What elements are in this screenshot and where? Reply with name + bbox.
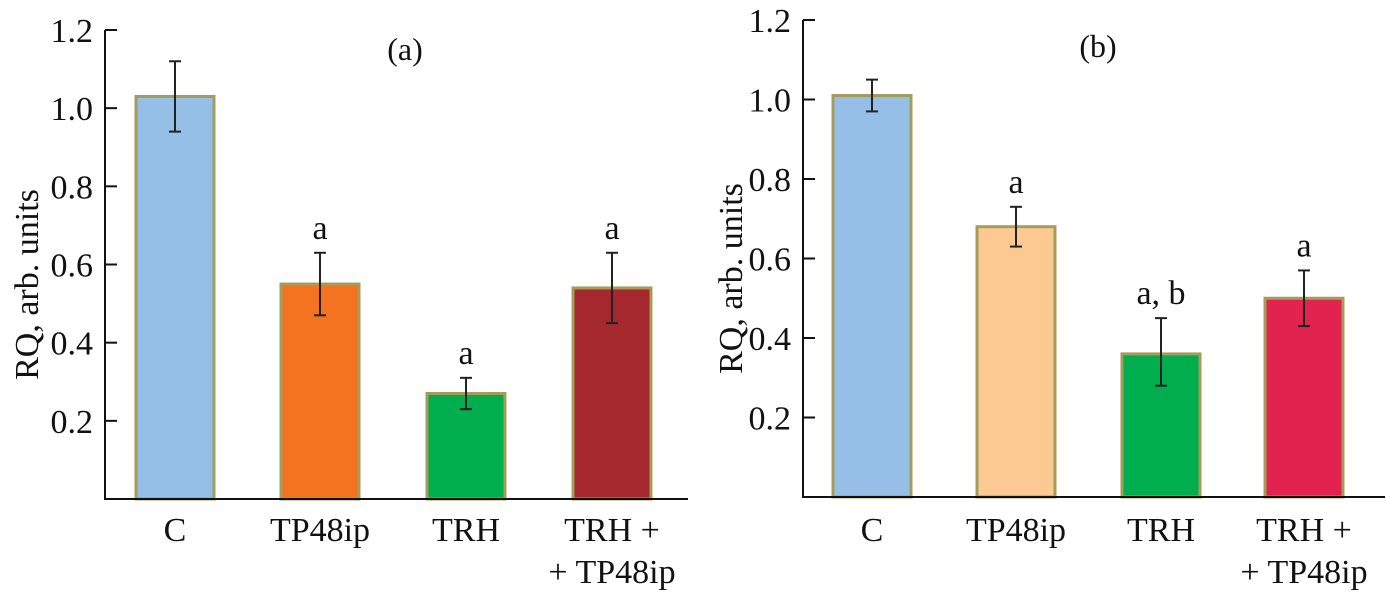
y-tick-label: 0.4 bbox=[749, 321, 792, 358]
x-tick-label: TRH + bbox=[1256, 512, 1352, 549]
significance-label: a, b bbox=[1136, 275, 1185, 312]
significance-label: a bbox=[604, 210, 619, 247]
x-tick-label: C bbox=[164, 512, 187, 549]
y-tick-label: 1.0 bbox=[51, 91, 94, 128]
x-tick-label: TRH bbox=[1127, 512, 1195, 549]
x-tick-label: + TP48ip bbox=[548, 554, 675, 591]
x-tick-label: + TP48ip bbox=[1240, 554, 1367, 591]
y-tick-label: 0.2 bbox=[51, 404, 94, 441]
y-tick-label: 0.6 bbox=[51, 248, 94, 285]
bar bbox=[134, 94, 216, 501]
x-tick-label: TP48ip bbox=[270, 512, 370, 549]
y-tick-label: 1.2 bbox=[749, 3, 792, 40]
x-tick-label: C bbox=[861, 512, 884, 549]
bar bbox=[831, 94, 913, 499]
y-tick-label: 0.8 bbox=[51, 169, 94, 206]
bar bbox=[279, 282, 361, 501]
x-tick-label: TRH bbox=[432, 512, 500, 549]
y-tick-label: 0.2 bbox=[749, 401, 792, 438]
significance-label: a bbox=[458, 335, 473, 372]
panel-b: 0.2 0.4 0.6 0.8 1.0 1.2 RQ, arb. units (b) Ca TP4… bbox=[713, 3, 1385, 591]
x-tick-label: TP48ip bbox=[966, 512, 1066, 549]
bar bbox=[1263, 296, 1345, 499]
y-tick-label: 0.4 bbox=[51, 326, 94, 363]
bar bbox=[1120, 352, 1202, 499]
y-tick-label: 1.0 bbox=[749, 83, 792, 120]
bar bbox=[975, 225, 1057, 499]
panel-a: 0.2 0.4 0.6 0.8 1.0 1.2 RQ, arb. units (a) Ca TP4… bbox=[9, 13, 688, 591]
y-axis-label: RQ, arb. units bbox=[713, 183, 750, 374]
significance-label: a bbox=[1008, 164, 1023, 201]
panel-title: (a) bbox=[387, 31, 423, 67]
significance-label: a bbox=[1296, 227, 1311, 264]
y-tick-label: 0.6 bbox=[749, 242, 792, 279]
panel-title: (b) bbox=[1079, 28, 1116, 64]
y-tick-label: 0.8 bbox=[749, 162, 792, 199]
y-tick-label: 1.2 bbox=[51, 13, 94, 50]
significance-label: a bbox=[312, 210, 327, 247]
y-axis-label: RQ, arb. units bbox=[9, 189, 46, 380]
x-tick-label: TRH + bbox=[564, 512, 660, 549]
